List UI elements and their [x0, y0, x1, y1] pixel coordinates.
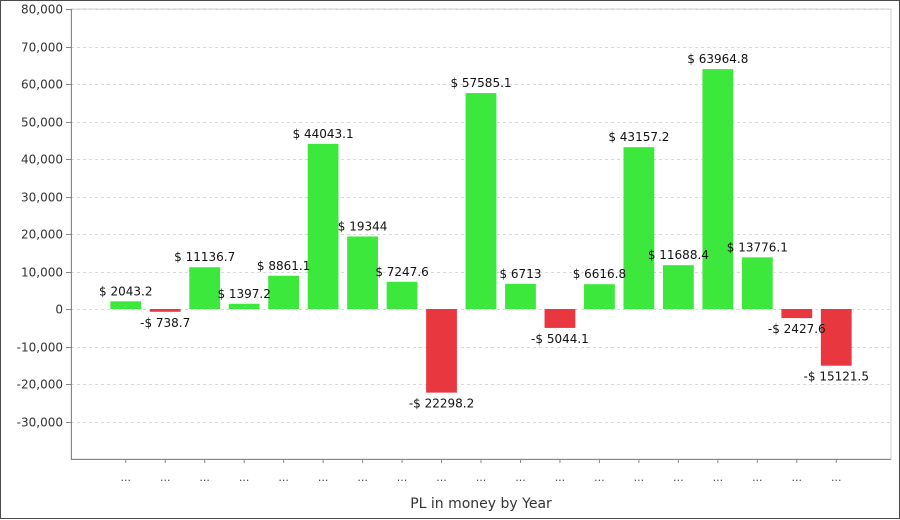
data-label: $ 1397.2 [217, 287, 270, 301]
data-label: $ 57585.1 [450, 76, 511, 90]
data-label: $ 7247.6 [375, 265, 428, 279]
data-label: -$ 5044.1 [531, 332, 589, 346]
x-tick-label: ... [476, 471, 487, 484]
data-label: $ 43157.2 [608, 130, 669, 144]
y-tick-label: 20,000 [21, 228, 63, 242]
data-label: $ 19344 [338, 219, 388, 233]
x-tick-label: ... [199, 471, 210, 484]
bar [426, 309, 457, 393]
bar [662, 265, 694, 309]
y-tick-label: -10,000 [17, 341, 63, 355]
x-tick-label: ... [239, 471, 250, 484]
bar [307, 143, 339, 309]
x-tick-label: ... [594, 471, 605, 484]
x-tick-label: ... [752, 471, 763, 484]
bar [347, 236, 378, 309]
y-tick-label: 40,000 [21, 153, 63, 167]
data-label: -$ 15121.5 [804, 370, 869, 384]
x-tick-label: ... [120, 471, 131, 484]
bars [110, 69, 852, 393]
bar [702, 69, 734, 309]
bar [268, 275, 300, 309]
x-tick-label: ... [555, 471, 566, 484]
y-tick-label: -20,000 [17, 378, 63, 392]
bar [386, 281, 418, 309]
x-tick-label: ... [436, 471, 447, 484]
x-tick-label: ... [634, 471, 645, 484]
data-labels: $ 2043.2 -$ 738.7 $ 11136.7 $ 1397.2 $ 8861.… [99, 52, 869, 410]
x-tick-label: ... [515, 471, 526, 484]
y-tick-label: -30,000 [17, 416, 63, 430]
y-tick-label: 10,000 [21, 266, 63, 280]
bar [110, 301, 142, 309]
bar [189, 267, 221, 309]
data-label: -$ 22298.2 [409, 397, 474, 411]
y-tick-label: 50,000 [21, 116, 63, 130]
data-label: $ 6713 [499, 267, 541, 281]
data-label: -$ 2427.6 [768, 322, 826, 336]
x-axis-title: PL in money by Year [410, 496, 552, 512]
x-tick-label: ... [792, 471, 803, 484]
data-label: $ 13776.1 [727, 240, 788, 254]
bar [465, 93, 497, 309]
x-tick-label: ... [278, 471, 289, 484]
y-tick-label: 80,000 [21, 3, 63, 17]
y-tick-label: 60,000 [21, 78, 63, 92]
x-tick-label: ... [713, 471, 724, 484]
data-label: $ 11136.7 [174, 250, 235, 264]
bar [228, 303, 260, 309]
data-label: $ 8861.1 [257, 259, 310, 273]
data-label: $ 11688.4 [648, 248, 709, 262]
data-label: $ 44043.1 [293, 127, 354, 141]
x-tick-label: ... [318, 471, 329, 484]
x-tick-label: ... [673, 471, 684, 484]
x-tick-label: ... [831, 471, 842, 484]
data-label: -$ 738.7 [140, 316, 190, 330]
bar [544, 309, 576, 328]
bar [781, 309, 813, 319]
data-label: $ 6616.8 [573, 267, 626, 281]
x-tick-labels: ........................................… [120, 459, 842, 484]
bar [820, 309, 852, 366]
x-tick-label: ... [357, 471, 368, 484]
bar [741, 257, 773, 309]
y-tick-label: 0 [55, 303, 63, 317]
y-tick-label: 70,000 [21, 41, 63, 55]
bar [584, 284, 615, 309]
bar [149, 309, 181, 312]
data-label: $ 63964.8 [687, 52, 748, 66]
y-tick-label: 30,000 [21, 191, 63, 205]
data-label: $ 2043.2 [99, 284, 152, 298]
bar [623, 147, 655, 309]
x-tick-label: ... [397, 471, 408, 484]
x-tick-label: ... [160, 471, 171, 484]
bar [505, 283, 536, 309]
